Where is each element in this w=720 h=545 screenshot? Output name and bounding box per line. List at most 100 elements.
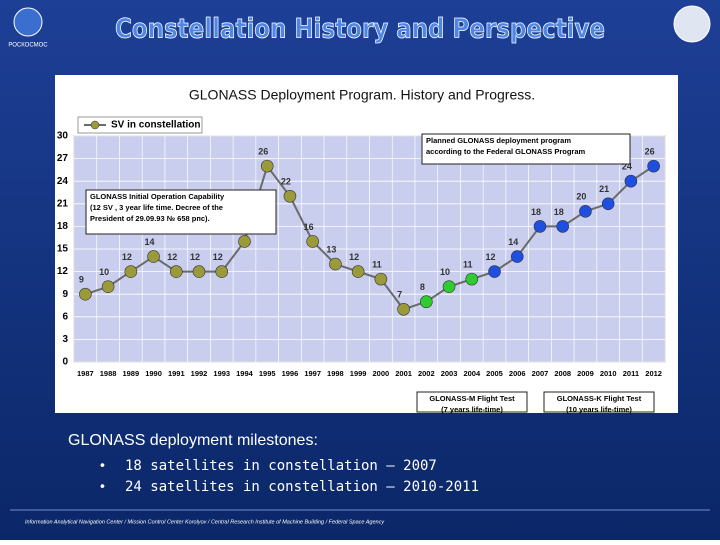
chart-title: GLONASS Deployment Program. History and …: [189, 87, 535, 103]
annotation-text: Planned GLONASS deployment program: [426, 136, 571, 145]
point: [374, 272, 388, 286]
annotation-box: [543, 391, 655, 413]
data-label: 11: [463, 260, 473, 270]
slide-title: Constellation History and Perspective: [115, 14, 605, 45]
data-label: 20: [576, 192, 586, 202]
data-label: 24: [622, 162, 632, 172]
x-tick-label: 1989: [122, 369, 139, 378]
y-tick-label: 21: [57, 198, 69, 209]
point: [283, 189, 297, 203]
x-tick-label: 2010: [600, 369, 617, 378]
point: [260, 159, 274, 173]
y-tick-label: 12: [57, 266, 69, 277]
data-label: 26: [645, 147, 655, 157]
annotation-box: [416, 391, 528, 413]
annotation-box: [85, 189, 277, 235]
data-label: 12: [349, 252, 359, 262]
x-tick-label: 2011: [623, 369, 639, 378]
annotation-text: President of 29.09.93 № 658 рпс).: [90, 214, 210, 223]
x-tick-label: 1999: [350, 369, 367, 378]
data-label: 18: [554, 207, 564, 217]
x-tick-label: 2007: [532, 369, 549, 378]
x-tick-label: 2012: [645, 369, 662, 378]
point: [238, 235, 251, 248]
data-label: 12: [486, 252, 496, 262]
y-tick-label: 30: [57, 131, 69, 142]
annotation-text: GLONASS-M Flight Test: [429, 394, 515, 403]
plot: 0 3 6 9 12 15 18 21 24 27 30 1987 1988 1989 1990 1991 19…: [57, 116, 666, 414]
x-tick-label: 2003: [441, 369, 458, 378]
y-tick-label: 15: [57, 244, 69, 255]
point: [215, 265, 229, 278]
data-label: 8: [420, 282, 425, 292]
point: [488, 265, 501, 278]
point: [351, 265, 365, 278]
y-tick-label: 9: [62, 289, 68, 300]
data-label: 12: [122, 252, 132, 262]
y-tick-label: 27: [57, 153, 69, 164]
x-tick-label: 2008: [554, 369, 571, 378]
point: [420, 295, 433, 309]
point: [465, 272, 479, 286]
y-tick-label: 24: [57, 176, 69, 187]
annotation-text: GLONASS-K Flight Test: [557, 394, 642, 403]
data-label: 16: [304, 222, 314, 232]
footer: Information Analytical Navigation Center…: [25, 519, 385, 525]
data-label: 11: [372, 260, 382, 270]
x-tick-label: 2009: [577, 369, 594, 378]
data-label: 14: [508, 237, 518, 247]
bullet: 24 satellites in constellation – 2010-20…: [125, 479, 479, 495]
point: [601, 197, 615, 211]
data-label: 10: [99, 267, 109, 277]
annotation-text: (12 SV , 3 year life time. Decree of the: [90, 203, 223, 212]
data-label: 12: [167, 252, 177, 262]
data-label: 13: [326, 244, 336, 254]
x-tick-label: 2006: [509, 369, 526, 378]
point: [124, 265, 138, 278]
x-tick-label: 2000: [373, 369, 390, 378]
data-label: 21: [599, 184, 609, 194]
point: [169, 265, 183, 278]
data-label: 12: [190, 252, 200, 262]
x-tick-label: 1997: [304, 369, 321, 378]
bullet-dot: •: [100, 478, 105, 494]
annotation-text: according to the Federal GLONASS Program: [426, 147, 586, 156]
data-label: 7: [397, 290, 402, 300]
point: [533, 220, 547, 233]
x-tick-label: 2004: [463, 369, 481, 378]
milestones-heading: GLONASS deployment milestones:: [68, 432, 318, 449]
x-tick-label: 1995: [259, 369, 276, 378]
point: [647, 159, 660, 173]
x-tick-label: 1990: [145, 369, 162, 378]
data-label: 18: [531, 207, 541, 217]
point: [624, 174, 638, 188]
x-tick-label: 1987: [77, 369, 94, 378]
point: [397, 302, 410, 316]
data-label: 14: [145, 237, 155, 247]
y-tick-label: 3: [62, 334, 68, 345]
logo-left: [13, 7, 43, 37]
data-label: 12: [213, 252, 223, 262]
x-tick-label: 2005: [486, 369, 503, 378]
annotation-box: [421, 133, 631, 165]
annotation-text: (10 years life-time): [566, 405, 632, 414]
point: [442, 280, 456, 293]
point: [556, 220, 570, 233]
point: [147, 250, 160, 263]
data-label: 22: [281, 177, 291, 187]
x-tick-label: 2002: [418, 369, 435, 378]
x-tick-label: 1996: [282, 369, 299, 378]
point: [306, 235, 319, 248]
x-tick-label: 1993: [213, 369, 230, 378]
logo-right: [673, 5, 711, 43]
legend-box: [77, 116, 203, 134]
annotation-text: (7 years life-time): [441, 405, 503, 414]
x-tick-label: 1998: [327, 369, 344, 378]
data-label: 9: [79, 275, 84, 285]
point: [192, 265, 206, 278]
point: [79, 287, 92, 301]
data-label: 26: [258, 147, 268, 157]
bullet-dot: •: [100, 457, 105, 473]
